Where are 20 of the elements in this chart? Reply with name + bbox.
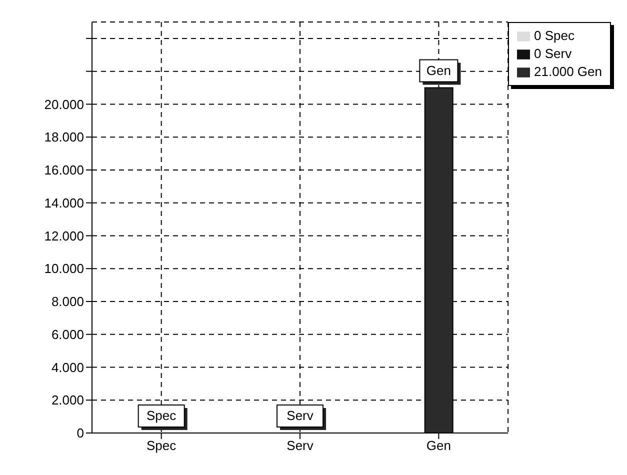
annotation: Spec xyxy=(146,408,177,423)
y-tick-label: 20.000 xyxy=(44,96,84,112)
y-tick-label: 16.000 xyxy=(44,162,84,178)
y-tick-label: 12.000 xyxy=(44,228,84,244)
y-tick-label: 4.000 xyxy=(51,360,84,375)
y-tick-label: 0 xyxy=(76,426,84,441)
legend-label: 0 Serv xyxy=(534,46,572,61)
y-tick-label: 6.000 xyxy=(51,326,84,342)
annotation: Gen xyxy=(426,62,451,78)
x-tick-label: Gen xyxy=(426,438,451,454)
y-tick-label: 2.000 xyxy=(51,392,84,408)
y-tick-label: 10.000 xyxy=(44,261,84,276)
legend-label: 0 Spec xyxy=(534,28,575,43)
y-tick-label: 18.000 xyxy=(44,130,84,145)
x-tick-label: Spec xyxy=(146,438,177,454)
annotation: Serv xyxy=(286,408,314,423)
y-tick-label: 14.000 xyxy=(44,195,84,210)
x-tick-label: Serv xyxy=(286,438,314,454)
legend-label: 21.000 Gen xyxy=(534,64,602,79)
y-tick-label: 8.000 xyxy=(51,294,84,310)
